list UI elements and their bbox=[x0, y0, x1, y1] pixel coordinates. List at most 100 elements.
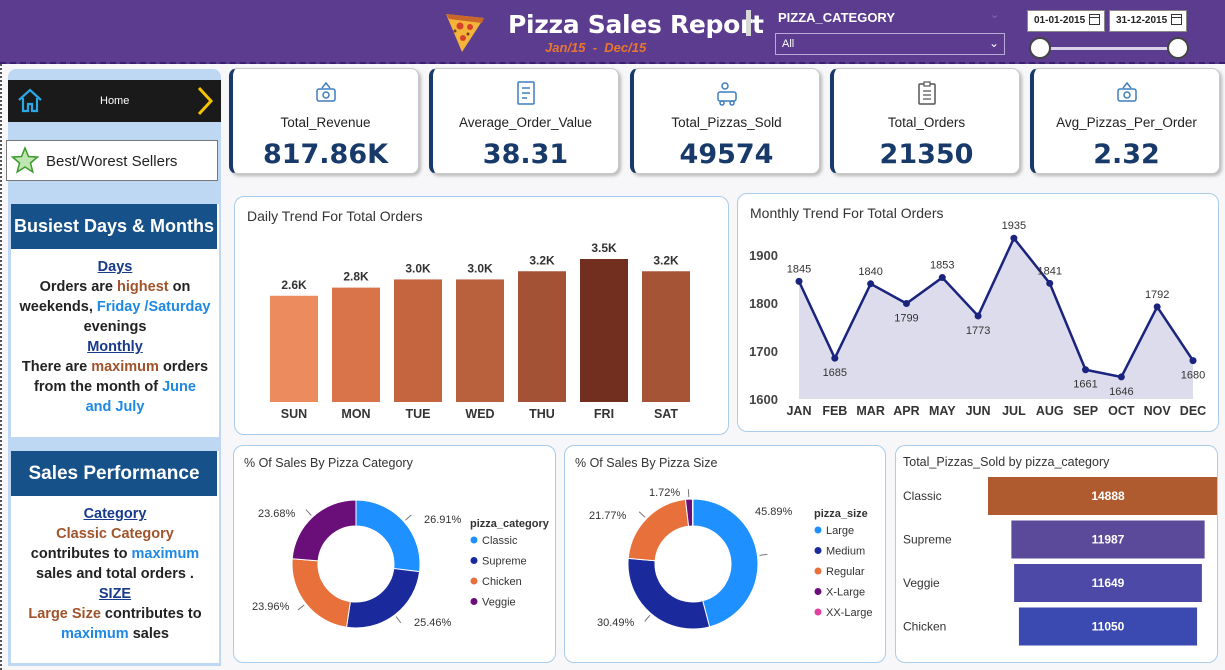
category-text-3: sales and total orders . bbox=[36, 566, 194, 582]
date-slider-end-handle[interactable] bbox=[1167, 37, 1189, 59]
slice-value-label: 26.91% bbox=[424, 514, 462, 526]
bar-mon[interactable] bbox=[332, 287, 380, 402]
category-donut-card: % Of Sales By Pizza Category 26.91% 25.46… bbox=[233, 445, 556, 663]
legend-label[interactable]: Large bbox=[826, 525, 854, 537]
x-tick-label: JUN bbox=[966, 404, 991, 418]
slice-veggie[interactable] bbox=[291, 499, 357, 562]
bar-sun[interactable] bbox=[270, 295, 318, 402]
data-label: 1661 bbox=[1073, 379, 1097, 391]
slice-value-label: 30.49% bbox=[597, 617, 635, 629]
category-label: Veggie bbox=[903, 576, 940, 590]
slice-value-label: 45.89% bbox=[755, 506, 793, 518]
monthly-text-1c: orders bbox=[158, 359, 209, 375]
slice-classic[interactable] bbox=[355, 499, 421, 573]
x-tick-label: TUE bbox=[406, 407, 431, 421]
data-point-jun[interactable] bbox=[974, 312, 982, 320]
legend-label[interactable]: Supreme bbox=[482, 556, 527, 568]
size-text-1b: contributes to bbox=[100, 606, 202, 622]
header-divider bbox=[746, 10, 751, 36]
start-date-value: 01-01-2015 bbox=[1034, 15, 1086, 26]
legend-label[interactable]: Veggie bbox=[482, 597, 516, 609]
monthly-text-2b: June bbox=[162, 379, 196, 395]
bar-fri[interactable] bbox=[580, 259, 628, 402]
x-tick-label: APR bbox=[893, 404, 919, 418]
legend-label[interactable]: X-Large bbox=[826, 587, 865, 599]
legend-label[interactable]: Classic bbox=[482, 535, 518, 547]
bar-wed[interactable] bbox=[456, 279, 504, 402]
x-tick-label: JUL bbox=[1002, 404, 1026, 418]
kpi-label: Avg_Pizzas_Per_Order bbox=[1056, 115, 1197, 130]
slice-medium[interactable] bbox=[627, 557, 711, 630]
bar-tue[interactable] bbox=[394, 279, 442, 402]
legend-label[interactable]: XX-Large bbox=[826, 607, 872, 619]
days-heading: Days bbox=[97, 259, 133, 275]
home-icon bbox=[18, 88, 42, 113]
daily-trend-card: Daily Trend For Total Orders 2.6K SUN 2.8K… bbox=[234, 196, 729, 435]
data-point-feb[interactable] bbox=[831, 354, 839, 362]
best-worst-sellers-button[interactable]: Best/Worest Sellers bbox=[6, 140, 218, 181]
legend-label[interactable]: Medium bbox=[826, 546, 865, 558]
busiest-days-heading: Busiest Days & Months bbox=[11, 204, 217, 249]
size-heading: SIZE bbox=[98, 586, 132, 602]
legend-label[interactable]: Regular bbox=[826, 566, 865, 578]
x-tick-label: DEC bbox=[1180, 404, 1206, 418]
bar-chicken[interactable] bbox=[1018, 607, 1198, 646]
kpi-value: 21350 bbox=[879, 139, 974, 170]
data-point-jul[interactable] bbox=[1010, 234, 1018, 242]
data-label: 1680 bbox=[1181, 370, 1205, 382]
data-point-sep[interactable] bbox=[1082, 366, 1090, 374]
calendar-icon[interactable] bbox=[1089, 14, 1100, 25]
bar-classic[interactable] bbox=[988, 477, 1217, 515]
chevron-right-icon bbox=[197, 86, 214, 116]
data-label: 3.2K bbox=[529, 253, 555, 267]
date-slider-track[interactable] bbox=[1040, 47, 1178, 50]
calendar-icon[interactable] bbox=[1171, 14, 1182, 25]
category-donut-chart: 26.91% 25.46% 23.96% 23.68% pizza_category Cl… bbox=[252, 499, 550, 629]
kpi-label: Total_Orders bbox=[887, 115, 966, 130]
sales-performance-panel: Sales Performance Category Classic Categ… bbox=[11, 451, 219, 663]
category-label: Supreme bbox=[903, 533, 952, 547]
slice-regular[interactable] bbox=[627, 498, 690, 562]
home-nav-button[interactable]: Home bbox=[8, 80, 221, 122]
data-point-oct[interactable] bbox=[1117, 373, 1125, 381]
slice-large[interactable] bbox=[692, 498, 759, 628]
data-label: 1841 bbox=[1037, 265, 1061, 277]
data-point-apr[interactable] bbox=[902, 299, 910, 307]
data-label: 14888 bbox=[1091, 489, 1125, 503]
bar-sat[interactable] bbox=[642, 271, 690, 402]
kpi-card-average-order-value: Average_Order_Value 38.31 bbox=[429, 68, 619, 174]
kpi-card-avg-pizzas-per-order: Avg_Pizzas_Per_Order 2.32 bbox=[1030, 68, 1220, 174]
legend-label[interactable]: Chicken bbox=[482, 576, 522, 588]
kpi-value: 817.86K bbox=[262, 139, 389, 170]
category-filter-dropdown[interactable]: All ⌄ bbox=[775, 33, 1005, 55]
data-point-nov[interactable] bbox=[1153, 303, 1161, 311]
start-date-input[interactable]: 01-01-2015 bbox=[1027, 10, 1105, 32]
x-tick-label: SEP bbox=[1073, 404, 1098, 418]
monthly-text-3: and July bbox=[85, 399, 145, 415]
kpi-card-total-pizzas-sold: Total_Pizzas_Sold 49574 bbox=[630, 68, 820, 174]
bar-thu[interactable] bbox=[518, 271, 566, 402]
data-point-mar[interactable] bbox=[867, 280, 875, 288]
end-date-input[interactable]: 31-12-2015 bbox=[1109, 10, 1187, 32]
x-tick-label: AUG bbox=[1036, 404, 1064, 418]
data-point-may[interactable] bbox=[938, 274, 946, 282]
slice-supreme[interactable] bbox=[345, 567, 421, 629]
slice-chicken[interactable] bbox=[291, 558, 351, 628]
data-point-aug[interactable] bbox=[1046, 279, 1054, 287]
slice-value-label: 25.46% bbox=[414, 617, 452, 629]
bar-veggie[interactable] bbox=[1014, 564, 1202, 602]
pizza-slice-icon bbox=[446, 14, 484, 52]
data-label: 3.0K bbox=[467, 261, 493, 275]
monthly-trend-card: Monthly Trend For Total Orders 1600 1700 1… bbox=[737, 193, 1219, 432]
header-bar: Pizza Sales Report Jan/15 - Dec/15 PIZZA… bbox=[0, 0, 1225, 64]
date-slider-start-handle[interactable] bbox=[1029, 37, 1051, 59]
data-point-dec[interactable] bbox=[1189, 357, 1197, 365]
data-point-jan[interactable] bbox=[795, 277, 803, 285]
bar-supreme[interactable] bbox=[1011, 520, 1205, 559]
slice-xx-large[interactable] bbox=[691, 498, 694, 527]
filter-collapse-icon[interactable]: ⌄ bbox=[990, 9, 1000, 21]
end-date-value: 31-12-2015 bbox=[1116, 15, 1168, 26]
area-fill bbox=[799, 238, 1193, 399]
x-tick-label: MAR bbox=[856, 404, 884, 418]
slice-value-label: 23.68% bbox=[258, 508, 296, 520]
